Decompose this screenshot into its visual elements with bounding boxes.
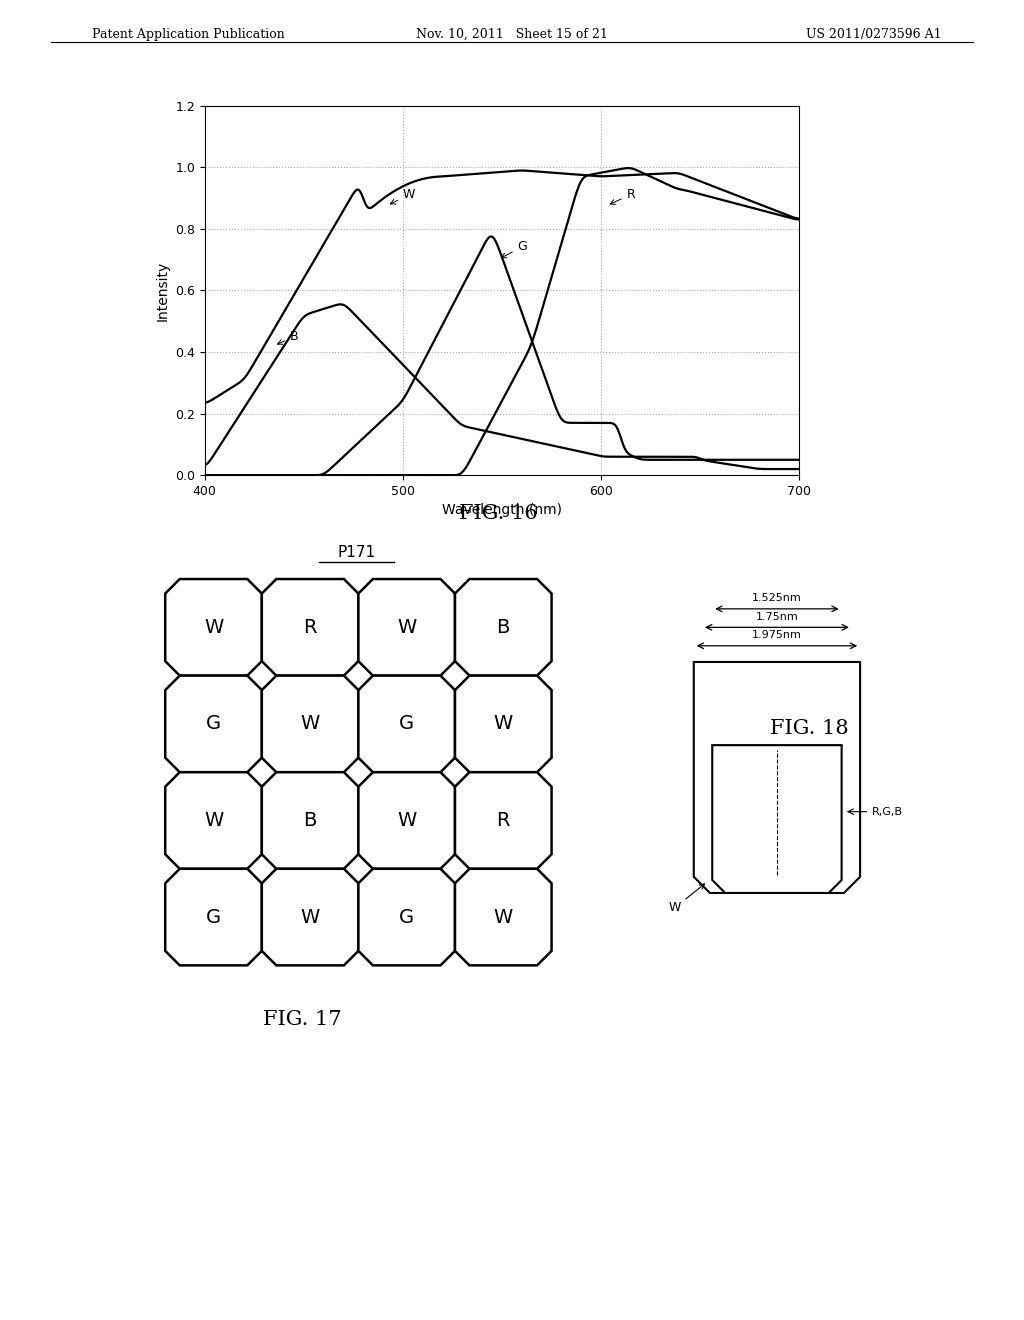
Text: US 2011/0273596 A1: US 2011/0273596 A1 <box>807 28 942 41</box>
Y-axis label: Intensity: Intensity <box>156 260 170 321</box>
Text: 1.75nm: 1.75nm <box>756 611 799 622</box>
Polygon shape <box>165 676 262 772</box>
Text: G: G <box>399 908 415 927</box>
Text: W: W <box>669 884 705 915</box>
Polygon shape <box>358 869 455 965</box>
Text: G: G <box>501 240 527 257</box>
Text: W: W <box>300 908 319 927</box>
Text: W: W <box>300 714 319 734</box>
Text: FIG. 16: FIG. 16 <box>460 504 538 523</box>
Text: FIG. 18: FIG. 18 <box>770 719 848 738</box>
Text: R,G,B: R,G,B <box>871 807 902 817</box>
Text: B: B <box>278 330 299 345</box>
Polygon shape <box>165 869 262 965</box>
Polygon shape <box>455 676 552 772</box>
Text: W: W <box>494 908 513 927</box>
Text: G: G <box>206 908 221 927</box>
Text: G: G <box>206 714 221 734</box>
Text: 1.525nm: 1.525nm <box>752 593 802 603</box>
X-axis label: Wavelength (nm): Wavelength (nm) <box>441 503 562 517</box>
Text: W: W <box>397 618 417 636</box>
Text: W: W <box>494 714 513 734</box>
Polygon shape <box>455 772 552 869</box>
Text: W: W <box>204 810 223 830</box>
Text: W: W <box>397 810 417 830</box>
Polygon shape <box>262 579 358 676</box>
Text: Patent Application Publication: Patent Application Publication <box>92 28 285 41</box>
Text: B: B <box>497 618 510 636</box>
Polygon shape <box>694 663 860 892</box>
Polygon shape <box>358 579 455 676</box>
Text: R: R <box>610 187 635 205</box>
Text: FIG. 17: FIG. 17 <box>263 1010 341 1028</box>
Polygon shape <box>262 869 358 965</box>
Polygon shape <box>455 869 552 965</box>
Text: W: W <box>390 187 415 205</box>
Polygon shape <box>165 579 262 676</box>
Text: B: B <box>303 810 316 830</box>
Polygon shape <box>262 676 358 772</box>
Polygon shape <box>713 744 842 892</box>
Polygon shape <box>358 772 455 869</box>
Text: R: R <box>497 810 510 830</box>
Text: P171: P171 <box>337 545 376 560</box>
Text: R: R <box>303 618 316 636</box>
Polygon shape <box>262 772 358 869</box>
Polygon shape <box>455 579 552 676</box>
Text: W: W <box>204 618 223 636</box>
Text: Nov. 10, 2011   Sheet 15 of 21: Nov. 10, 2011 Sheet 15 of 21 <box>416 28 608 41</box>
Polygon shape <box>165 772 262 869</box>
Polygon shape <box>358 676 455 772</box>
Text: 1.975nm: 1.975nm <box>752 630 802 640</box>
Text: G: G <box>399 714 415 734</box>
